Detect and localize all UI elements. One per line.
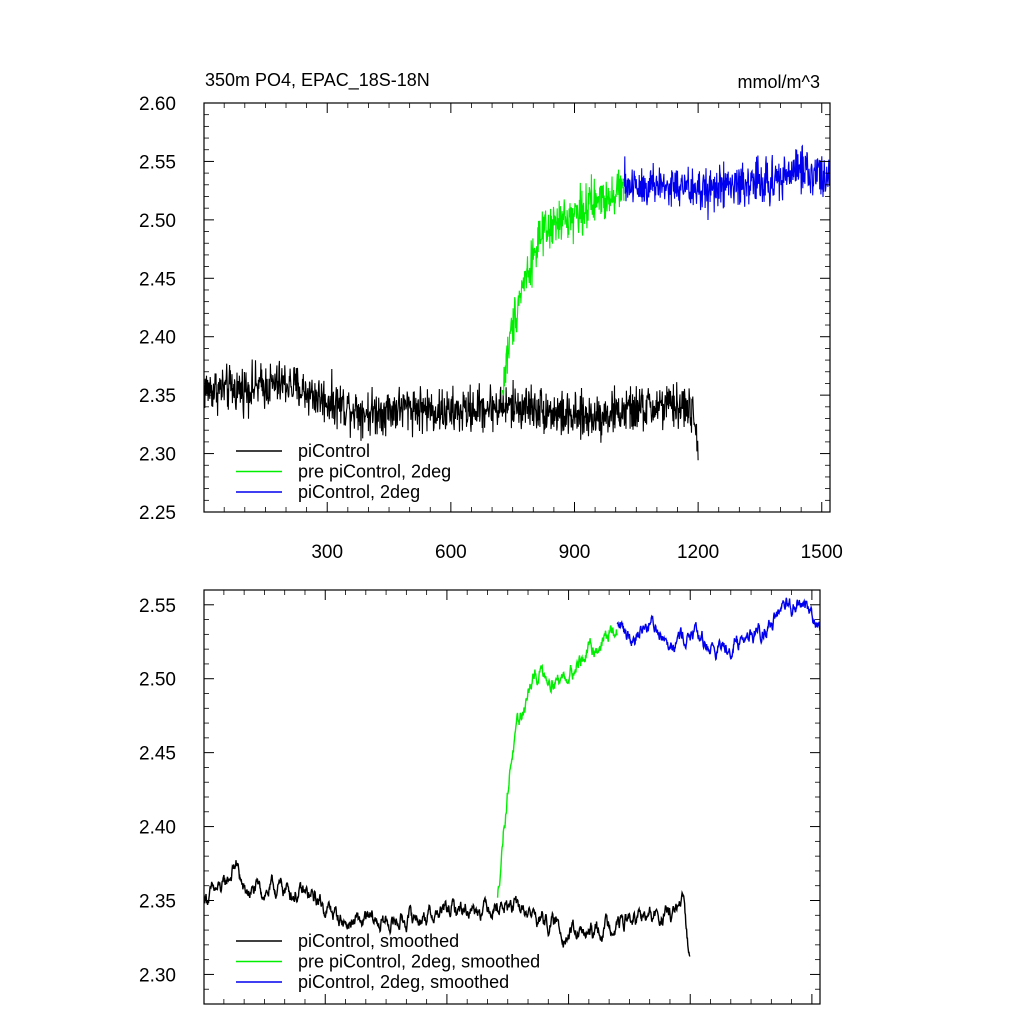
plot-frame [203,102,831,513]
y-tick-label: 2.30 [139,445,176,466]
series-line-2 [496,625,618,898]
chart-title: 350m PO4, EPAC_18S-18N [205,70,430,91]
y-tick-label: 2.45 [139,269,176,290]
legend-label: pre piControl, 2deg, smoothed [298,952,540,972]
x-tick-label: 300 [311,542,343,563]
legend-label: piControl, 2deg, smoothed [298,972,509,992]
y-tick-label: 2.35 [139,386,176,407]
legend-label: pre piControl, 2deg [298,462,451,482]
bottom-panel: 2.30 2.35 2.40 2.45 2.50 2.55 piControl, smoot… [139,589,821,1005]
x-tick-label: 600 [435,542,467,563]
y-tick-label: 2.30 [139,965,176,986]
y-tick-label: 2.55 [139,152,176,173]
y-tick-label: 2.60 [139,94,176,115]
y-tick-label: 2.55 [139,596,176,617]
series-line-3 [623,144,830,221]
y-tick-label: 2.50 [139,211,176,232]
y-tick-label: 2.35 [139,892,176,913]
y-tick-label: 2.50 [139,670,176,691]
legend-label: piControl, 2deg [298,482,420,502]
series-line-1 [204,359,699,461]
y-tick-label: 2.40 [139,328,176,349]
x-tick-label: 900 [559,542,591,563]
series-line-3 [616,597,820,662]
series-line-1 [204,860,691,957]
y-tick-label: 2.45 [139,744,176,765]
legend-label: piControl [298,441,370,461]
x-tick-label: 1200 [677,542,719,563]
y-tick-label: 2.40 [139,818,176,839]
series-line-2 [501,169,625,397]
top-panel: 2.25 2.30 2.35 2.40 2.45 2.50 2.55 2.60 300 600 90… [139,94,843,563]
x-tick-label: 1500 [801,542,843,563]
units-label: mmol/m^3 [738,72,820,92]
y-tick-label: 2.25 [139,503,176,524]
legend-label: piControl, smoothed [298,931,459,951]
